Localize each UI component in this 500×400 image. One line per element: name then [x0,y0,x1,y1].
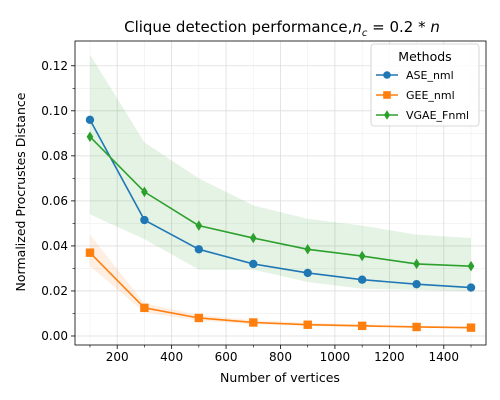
title-end: n [430,18,440,36]
tick-label-y: 0.10 [41,104,68,118]
x-axis-label: Number of vertices [220,370,340,385]
tick-label-x: 1000 [320,350,351,364]
point-gee-nml [412,322,421,332]
point-ase-nml [194,245,204,254]
title-var: n [352,18,362,36]
tick-label-x: 1200 [374,350,405,364]
point-ase-nml [85,115,95,125]
legend-marker-vgae-fnml [383,110,391,120]
point-ase-nml [249,259,258,269]
point-gee-nml [357,321,367,331]
title-main: Clique detection performance, [124,18,352,36]
tick-label-x: 1400 [429,350,460,364]
point-vgae-fnml [195,220,203,231]
legend-label-ase-nml: ASE_nml [406,69,454,82]
y-axis-label: Normalized Procrustes Distance [13,92,28,291]
point-vgae-fnml [413,258,420,270]
point-gee-nml [466,323,476,332]
title-sub: c [362,28,368,39]
tick-label-y: 0.08 [41,149,68,163]
series-lines [89,119,472,329]
point-gee-nml [303,320,312,329]
point-vgae-fnml [358,250,366,262]
legend-marker-ase-nml [383,71,391,79]
tick-label-x: 800 [269,350,292,364]
title-rest: = 0.2 * [367,18,430,36]
tick-label-y: 0.02 [41,284,68,298]
tick-label-y: 0.00 [41,329,68,343]
tick-label-x: 600 [215,350,238,364]
tick-label-x: 400 [160,350,183,364]
point-ase-nml [140,215,149,225]
legend-label-gee-nml: GEE_nml [406,89,455,102]
tick-label-y: 0.06 [41,194,68,208]
point-ase-nml [303,268,312,278]
point-vgae-fnml [141,186,148,198]
point-gee-nml [85,248,95,257]
tick-label-y: 0.04 [41,239,68,253]
tick-label-x: 200 [106,350,129,364]
point-vgae-fnml [249,232,257,244]
point-ase-nml [466,283,476,292]
legend: Methods ASE_nml GEE_nml VGAE_Fnml [370,43,480,127]
legend-marker-gee-nml [383,91,391,99]
point-ase-nml [357,275,367,284]
point-vgae-fnml [86,131,94,142]
line-vgae-fnml [89,136,472,267]
point-vgae-fnml [304,244,312,255]
tick-label-y: 0.12 [41,59,68,73]
legend-box [370,43,480,127]
legend-title: Methods [398,49,451,64]
point-gee-nml [140,303,149,313]
legend-label-vgae-fnml: VGAE_Fnml [406,109,469,122]
legend-items: ASE_nml GEE_nml VGAE_Fnml [376,69,469,122]
point-vgae-fnml [467,260,475,272]
point-gee-nml [194,313,204,323]
point-ase-nml [412,280,421,289]
chart-title: Clique detection performance,nc = 0.2 * … [124,18,440,39]
series-markers [85,115,476,332]
axis-ticks: 200 400 600 800 1000 1200 1400 0.00 0.02 0.04 0.06… [41,59,472,364]
confidence-bands [89,54,472,329]
point-gee-nml [249,318,258,327]
line-gee-nml [89,252,472,329]
line-ase-nml [89,119,472,289]
band-vgae-fnml [89,54,472,291]
